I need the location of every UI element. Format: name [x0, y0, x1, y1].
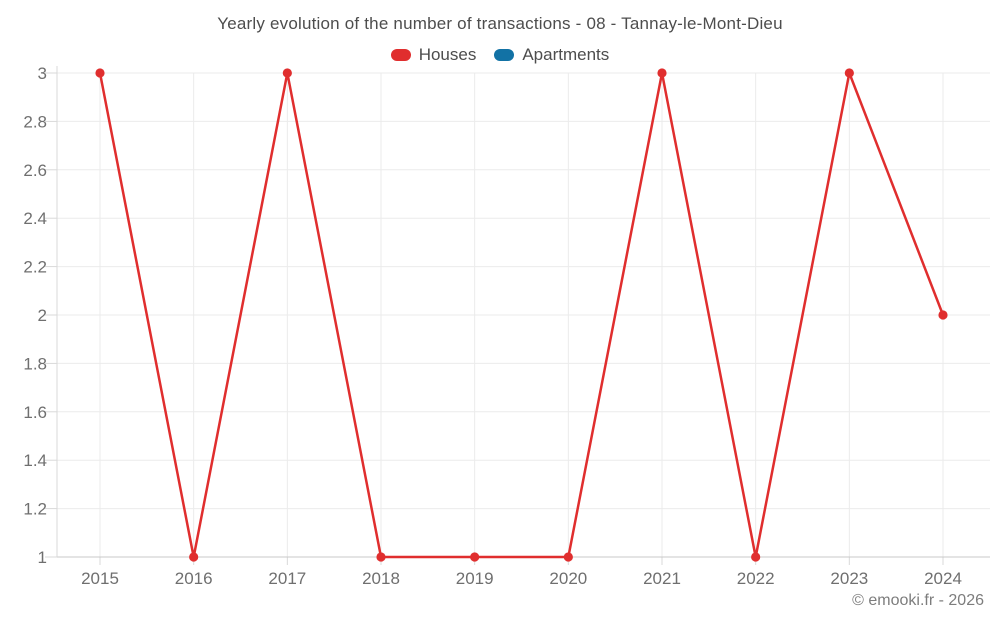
x-axis-label: 2015 [81, 569, 119, 588]
legend: Houses Apartments [0, 45, 1000, 65]
legend-label-apartments: Apartments [522, 45, 610, 64]
data-point-houses-2016[interactable] [189, 552, 199, 562]
x-axis-label: 2023 [830, 569, 868, 588]
y-axis-label: 1.6 [23, 403, 47, 422]
y-axis-label: 3 [38, 64, 47, 83]
chart-title: Yearly evolution of the number of transa… [217, 14, 783, 33]
x-axis-label: 2022 [737, 569, 775, 588]
x-axis-label: 2017 [268, 569, 306, 588]
data-point-houses-2015[interactable] [95, 68, 105, 78]
y-axis-label: 2.8 [23, 112, 47, 131]
y-axis-label: 2.2 [23, 258, 47, 277]
x-axis-label: 2024 [924, 569, 962, 588]
y-axis-label: 2.6 [23, 161, 47, 180]
data-point-houses-2017[interactable] [282, 68, 292, 78]
y-axis-label: 1.2 [23, 500, 47, 519]
data-point-houses-2024[interactable] [938, 310, 948, 320]
x-axis-label: 2020 [549, 569, 587, 588]
y-axis-label: 1.4 [23, 451, 47, 470]
copyright: © emooki.fr - 2026 [852, 592, 984, 609]
data-point-houses-2022[interactable] [751, 552, 761, 562]
x-axis-label: 2019 [456, 569, 494, 588]
apartments-legend-swatch-icon [494, 49, 515, 61]
legend-label-houses: Houses [418, 45, 477, 64]
houses-legend-swatch-icon [390, 49, 411, 61]
y-axis-label: 2 [38, 306, 47, 325]
data-point-houses-2018[interactable] [376, 552, 386, 562]
x-axis-label: 2021 [643, 569, 681, 588]
data-point-houses-2019[interactable] [470, 552, 480, 562]
series-line-houses [98, 71, 945, 559]
data-point-houses-2023[interactable] [844, 68, 854, 78]
legend-item-apartments[interactable]: Apartments [494, 45, 609, 65]
data-point-houses-2021[interactable] [657, 68, 667, 78]
y-axis-label: 1 [38, 548, 47, 567]
y-axis-label: 2.4 [23, 209, 47, 228]
legend-item-houses[interactable]: Houses [390, 45, 477, 65]
y-axis-label: 1.8 [23, 354, 47, 373]
x-axis-label: 2018 [362, 569, 400, 588]
data-point-houses-2020[interactable] [563, 552, 573, 562]
x-axis-label: 2016 [175, 569, 213, 588]
